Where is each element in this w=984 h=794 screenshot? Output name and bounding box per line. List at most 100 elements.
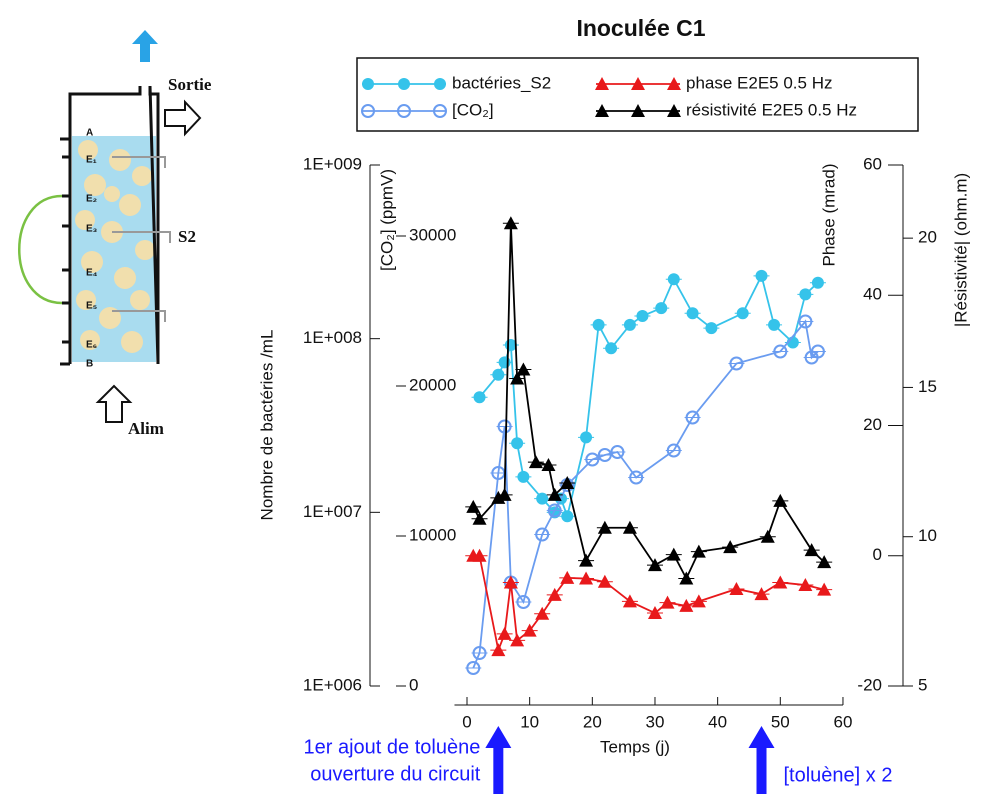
data-marker (773, 344, 788, 359)
data-marker (754, 587, 769, 601)
data-marker (804, 543, 819, 557)
data-marker (729, 356, 744, 371)
data-marker (597, 574, 612, 588)
data-marker (517, 470, 530, 483)
data-marker (579, 553, 594, 567)
data-marker (811, 276, 824, 289)
data-marker (691, 544, 706, 558)
inlet-label: Alim (128, 419, 164, 438)
data-marker (666, 547, 681, 561)
data-marker (585, 452, 600, 467)
data-marker (736, 307, 749, 320)
data-marker (666, 443, 681, 458)
legend-marker (631, 77, 645, 90)
annotation-text: [toluène] x 2 (784, 764, 893, 786)
data-marker (472, 548, 487, 562)
circuit-wire (18, 194, 63, 305)
x-tick-label: 30 (646, 712, 665, 731)
chart-title: Inoculée C1 (576, 15, 705, 41)
legend-label: phase E2E5 0.5 Hz (686, 73, 832, 92)
data-marker (629, 470, 644, 485)
data-marker (760, 529, 775, 543)
data-marker (503, 216, 518, 230)
y4-tick-label: 5 (918, 675, 927, 694)
data-marker (510, 633, 525, 647)
y4-tick-label: 15 (918, 377, 937, 396)
x-tick-label: 20 (583, 712, 602, 731)
data-marker (473, 391, 486, 404)
data-marker (503, 575, 518, 589)
data-marker (472, 645, 487, 660)
y3-tick-label: 40 (863, 285, 882, 304)
data-marker (799, 288, 812, 301)
y2-axis-title: [CO₂] (ppmV) (377, 169, 396, 271)
y4-tick-label: 20 (918, 228, 937, 247)
data-marker (729, 581, 744, 595)
data-marker (466, 499, 481, 513)
data-marker (528, 455, 543, 469)
x-tick-label: 40 (708, 712, 727, 731)
data-marker (817, 555, 832, 569)
legend-label: résistivité E2E5 0.5 Hz (686, 100, 857, 119)
annotation-text: 1er ajout de toluène (304, 736, 481, 758)
data-marker (647, 606, 662, 620)
series (471, 269, 826, 523)
legend-marker (398, 78, 410, 90)
y-axis-title: Nombre de bactéries /mL (257, 330, 276, 521)
y2-tick-label: 10000 (409, 525, 456, 544)
data-marker (560, 570, 575, 584)
bottom-label: B (86, 359, 93, 370)
reactor-diagram: Sortie S2 Alim A B E₁ E₂ E₃ E₄ E₅ E₆ (18, 30, 212, 438)
annotation-text: ouverture du circuit (310, 763, 481, 785)
reactor-wall (68, 85, 160, 365)
y2-tick-label: 0 (409, 675, 418, 694)
data-marker (647, 558, 662, 572)
data-marker (497, 487, 512, 501)
electrode-label: E₃ (86, 224, 98, 235)
electrodes (60, 137, 70, 366)
series (465, 548, 833, 657)
y-tick-label: 1E+006 (303, 675, 362, 694)
data-marker (511, 437, 524, 450)
data-marker (497, 419, 512, 434)
y3-tick-label: 60 (863, 154, 882, 173)
top-label: A (86, 128, 93, 139)
y2-tick-label: 30000 (409, 225, 456, 244)
data-marker (597, 520, 612, 534)
legend-marker (667, 104, 681, 117)
series-line (472, 223, 825, 581)
data-marker (685, 410, 700, 425)
y-tick-label: 1E+008 (303, 328, 362, 347)
data-marker (810, 344, 825, 359)
electrode-labels: E₁ E₂ E₃ E₄ E₅ E₆ (86, 155, 98, 351)
y-tick-label: 1E+007 (303, 502, 362, 521)
data-marker (798, 578, 813, 592)
legend-marker (433, 104, 447, 118)
data-marker (667, 273, 680, 286)
data-marker (510, 371, 525, 385)
data-marker (622, 520, 637, 534)
data-marker (705, 322, 718, 335)
data-marker (472, 511, 487, 525)
data-marker (610, 444, 625, 459)
data-marker (516, 594, 531, 609)
electrode-label: E₆ (86, 340, 97, 351)
data-marker (623, 318, 636, 331)
legend-marker (667, 77, 681, 90)
data-marker (755, 269, 768, 282)
data-marker (498, 356, 511, 369)
legend-marker (595, 77, 609, 90)
legend-marker (595, 104, 609, 117)
data-marker (560, 475, 575, 489)
data-marker (605, 342, 618, 355)
data-marker (798, 314, 813, 329)
data-marker (516, 362, 531, 376)
data-marker (497, 626, 512, 640)
data-marker (536, 492, 549, 505)
electrode-label: E₁ (86, 155, 97, 166)
data-marker (541, 458, 556, 472)
data-marker (655, 302, 668, 315)
x-tick-label: 50 (771, 712, 790, 731)
legend-label: [CO₂] (452, 100, 494, 119)
